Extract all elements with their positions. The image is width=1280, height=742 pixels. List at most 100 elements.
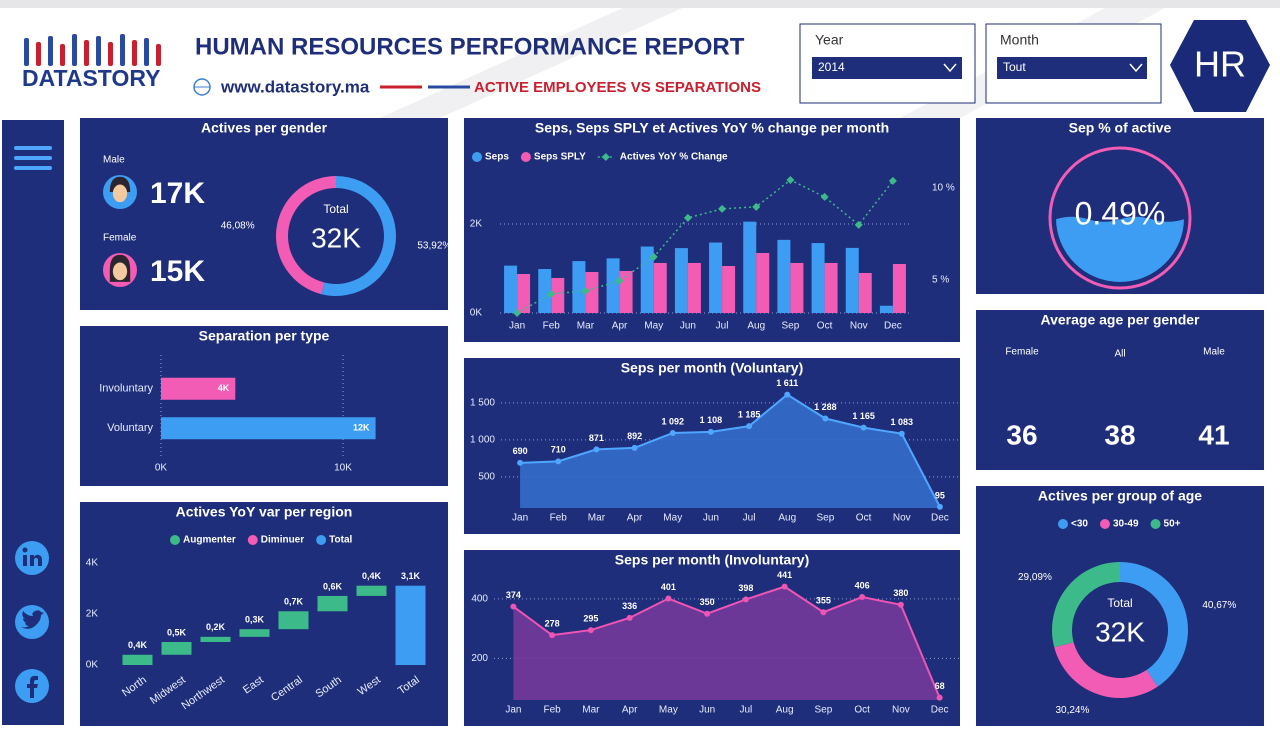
icon-part [27,675,38,698]
logo-bar [36,42,41,66]
data-label: 1 185 [738,410,761,420]
gauge-value: 0.49% [1075,195,1166,231]
card-label: Male [103,155,125,166]
panel-title: Separation per type [199,328,330,344]
legend-label: Seps [485,152,509,163]
donut-segment [275,176,336,295]
linkedin-icon[interactable] [15,541,49,575]
bar [606,258,620,313]
data-label: 3,1K [401,571,421,581]
data-label: 0,5K [167,627,187,637]
x-tick-label: Jan [505,705,521,716]
x-tick-label: Jun [680,321,696,332]
data-label: 1 108 [700,415,723,425]
line-marker [888,176,897,185]
point [860,424,867,431]
icon-part [30,554,42,566]
logo-bar [24,38,29,66]
logo-bar [144,38,149,66]
data-label: 46,08% [221,221,255,232]
category-label: Voluntary [107,422,153,434]
dropdown[interactable] [812,57,962,79]
x-tick-label: Aug [747,321,765,332]
x-tick-label: Nov [892,705,910,716]
card-value: 15K [150,255,205,288]
legend-label: Augmenter [183,535,236,546]
bar [161,417,376,440]
data-label: 406 [855,580,870,590]
data-label: 0,4K [362,571,382,581]
month-filter[interactable]: Month Tout [985,23,1162,104]
line [520,393,941,508]
data-label: 690 [513,446,528,456]
facebook-icon[interactable] [15,669,49,703]
data-label: 0,3K [245,615,265,625]
bar [709,242,723,313]
x-tick-label: Sep [782,321,800,332]
icon-part [21,610,44,629]
x-tick-label: May [644,321,663,332]
chevron [1129,63,1143,73]
center-label: Total [1107,596,1132,610]
point [593,446,600,453]
x-tick-label: Oct [817,321,833,332]
legend-marker [316,535,327,545]
logo: DATASTORY [22,34,161,91]
donut-segment [1120,562,1189,687]
data-label: 1 092 [661,416,684,426]
menu-button[interactable] [14,146,52,170]
data-label: 0,2K [206,622,226,632]
bar [687,262,701,313]
panel [80,118,448,310]
donut-segment [1052,562,1120,648]
item-label: All [1114,349,1125,360]
x-tick-label: Dec [931,705,949,716]
x-tick-label: Jan [512,513,528,524]
twitter-icon[interactable] [15,605,49,639]
point [746,423,753,430]
brand: DATASTORY [22,65,160,91]
panel [80,502,448,726]
sidebar [2,120,64,725]
x-tick-label: May [659,705,678,716]
x-tick-label: Jul [743,513,756,524]
x-tick-label: Mar [588,513,606,524]
line-marker [581,286,590,295]
data-label: 12K [353,423,370,433]
panel-title: Actives per group of age [1038,488,1202,504]
filter-value: Tout [1003,60,1026,74]
hr-badge-text: HR [1194,44,1246,85]
bar [572,261,586,313]
x-tick-label: 0K [155,463,168,474]
avatar-face [112,184,128,203]
x-tick-label: Jan [509,321,525,332]
x-tick-label: Sep [814,705,832,716]
y-tick-label: 1 000 [470,434,495,445]
data-label: 0,4K [128,640,148,650]
filter-label: Month [1000,32,1039,48]
data-label: 398 [738,583,753,593]
bar [777,239,791,313]
data-label: 401 [661,582,676,592]
card-label: Female [103,233,137,244]
logo-bar [84,40,89,66]
y-tick-label: 1 500 [470,397,495,408]
line-marker [786,175,795,184]
x-tick-label: Jul [739,705,752,716]
bar [585,272,599,313]
line-marker [615,276,624,285]
legend-label: Diminuer [261,535,304,546]
bar [653,262,667,313]
dropdown[interactable] [997,57,1147,79]
year-filter[interactable]: Year 2014 [799,23,976,104]
y-tick-label: 10 % [932,183,955,194]
bar [551,277,565,313]
website[interactable]: www.datastory.ma [220,77,370,96]
bar [278,611,309,630]
bar [504,265,518,313]
point [936,694,943,701]
bar [845,247,859,313]
x-tick-label: Apr [627,513,643,524]
category-label: Involuntary [99,383,153,395]
bar [538,269,552,313]
